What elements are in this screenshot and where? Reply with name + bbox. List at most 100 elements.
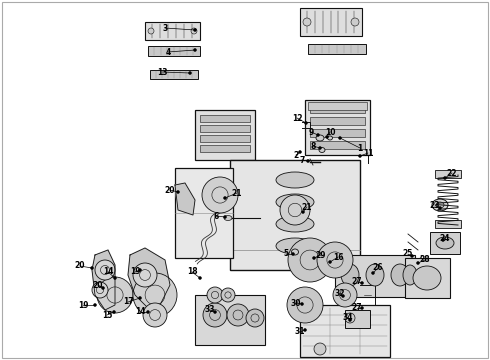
Bar bbox=[305, 100, 370, 155]
Circle shape bbox=[301, 211, 304, 213]
Circle shape bbox=[147, 310, 149, 314]
Bar bbox=[308, 44, 366, 54]
Bar bbox=[435, 170, 461, 178]
Circle shape bbox=[317, 242, 353, 278]
Ellipse shape bbox=[276, 172, 314, 188]
Bar bbox=[195, 110, 255, 160]
Circle shape bbox=[198, 276, 201, 279]
Circle shape bbox=[202, 177, 238, 213]
Circle shape bbox=[300, 302, 303, 306]
Ellipse shape bbox=[316, 135, 324, 141]
Circle shape bbox=[441, 239, 444, 242]
Circle shape bbox=[313, 256, 316, 260]
Circle shape bbox=[304, 122, 308, 125]
Text: 11: 11 bbox=[363, 149, 373, 158]
Ellipse shape bbox=[224, 216, 232, 220]
Circle shape bbox=[416, 261, 419, 265]
Circle shape bbox=[113, 310, 116, 314]
Ellipse shape bbox=[327, 136, 333, 140]
Circle shape bbox=[176, 190, 179, 194]
Circle shape bbox=[246, 309, 264, 327]
Circle shape bbox=[221, 288, 235, 302]
Text: 14: 14 bbox=[103, 267, 113, 276]
Circle shape bbox=[297, 297, 313, 313]
Circle shape bbox=[227, 304, 249, 326]
Text: 28: 28 bbox=[420, 256, 430, 265]
Circle shape bbox=[139, 297, 142, 300]
Text: 7: 7 bbox=[299, 156, 305, 165]
Circle shape bbox=[411, 255, 414, 257]
Bar bbox=[200, 115, 250, 122]
Circle shape bbox=[359, 154, 362, 158]
Circle shape bbox=[307, 159, 310, 162]
Circle shape bbox=[100, 266, 109, 274]
Circle shape bbox=[292, 252, 294, 256]
Text: 16: 16 bbox=[333, 252, 343, 261]
Circle shape bbox=[191, 28, 197, 34]
Bar bbox=[405, 258, 450, 298]
Circle shape bbox=[303, 328, 307, 332]
Circle shape bbox=[212, 187, 228, 203]
Circle shape bbox=[91, 266, 94, 270]
Ellipse shape bbox=[341, 264, 359, 286]
Polygon shape bbox=[175, 183, 195, 215]
Circle shape bbox=[298, 150, 301, 153]
Bar bbox=[300, 8, 362, 36]
Bar bbox=[175, 168, 233, 258]
Text: 31: 31 bbox=[295, 328, 305, 337]
Text: 19: 19 bbox=[130, 267, 140, 276]
Ellipse shape bbox=[276, 238, 314, 254]
Text: 27: 27 bbox=[352, 278, 362, 287]
Circle shape bbox=[149, 310, 160, 320]
Text: 8: 8 bbox=[310, 141, 316, 150]
Text: 2: 2 bbox=[294, 150, 298, 159]
Bar bbox=[200, 125, 250, 132]
Circle shape bbox=[443, 176, 446, 180]
Text: 5: 5 bbox=[283, 249, 289, 258]
Text: 6: 6 bbox=[213, 212, 219, 220]
Text: 34: 34 bbox=[343, 314, 353, 323]
Circle shape bbox=[328, 261, 332, 264]
Circle shape bbox=[133, 263, 157, 287]
Bar bbox=[310, 117, 365, 125]
Bar bbox=[200, 135, 250, 142]
Circle shape bbox=[210, 310, 220, 320]
Circle shape bbox=[333, 283, 357, 307]
Bar bbox=[310, 141, 365, 149]
Ellipse shape bbox=[292, 249, 298, 255]
Polygon shape bbox=[92, 250, 115, 310]
Text: 22: 22 bbox=[447, 168, 457, 177]
Circle shape bbox=[211, 291, 219, 298]
Text: 19: 19 bbox=[78, 301, 88, 310]
Bar bbox=[150, 70, 198, 79]
Ellipse shape bbox=[319, 148, 325, 153]
Circle shape bbox=[280, 195, 310, 225]
Text: 25: 25 bbox=[403, 249, 413, 258]
Text: 27: 27 bbox=[352, 303, 362, 312]
Text: 20: 20 bbox=[165, 185, 175, 194]
Circle shape bbox=[251, 314, 259, 322]
Text: 10: 10 bbox=[325, 127, 335, 136]
Circle shape bbox=[148, 28, 154, 34]
Circle shape bbox=[223, 197, 226, 199]
Ellipse shape bbox=[276, 194, 314, 210]
Circle shape bbox=[317, 134, 319, 136]
Circle shape bbox=[351, 18, 359, 26]
Circle shape bbox=[189, 72, 192, 75]
Circle shape bbox=[439, 207, 441, 210]
Circle shape bbox=[348, 319, 351, 321]
Bar bbox=[430, 232, 460, 254]
Bar bbox=[300, 305, 390, 357]
Text: 15: 15 bbox=[102, 310, 112, 320]
Circle shape bbox=[345, 313, 355, 323]
Circle shape bbox=[223, 216, 226, 219]
Text: 3: 3 bbox=[162, 23, 168, 32]
Bar bbox=[335, 255, 415, 297]
Circle shape bbox=[327, 252, 343, 268]
Text: 24: 24 bbox=[440, 234, 450, 243]
Circle shape bbox=[101, 287, 104, 289]
Text: 1: 1 bbox=[357, 144, 363, 153]
Circle shape bbox=[203, 303, 227, 327]
Circle shape bbox=[361, 306, 364, 310]
Circle shape bbox=[288, 203, 302, 217]
